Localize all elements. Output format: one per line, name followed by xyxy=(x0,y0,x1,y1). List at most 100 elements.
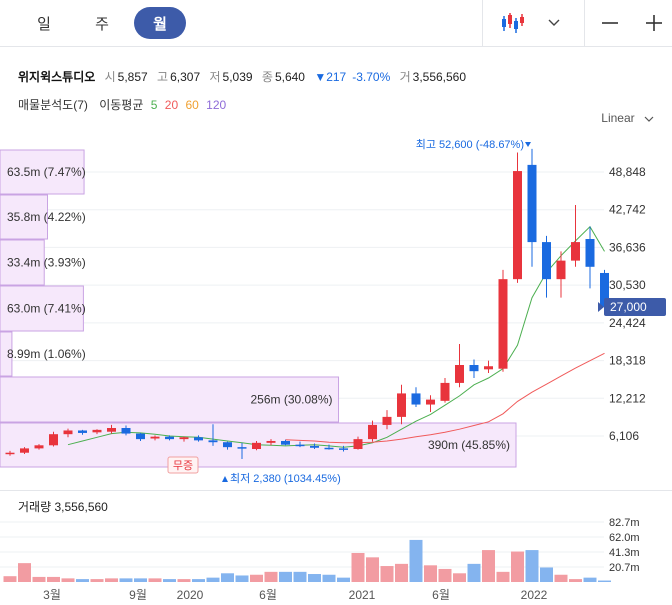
candle-body xyxy=(121,428,131,434)
volume-bar xyxy=(438,568,452,582)
x-axis-label: 2020 xyxy=(177,588,204,602)
x-axis-label: 2022 xyxy=(521,588,548,602)
volume-profile-toggle[interactable]: 매물분석도(7) xyxy=(18,98,88,112)
last-price-pointer xyxy=(598,301,604,312)
volume-profile-label: 63.0m (7.41%) xyxy=(7,302,86,316)
high-value: 6,307 xyxy=(170,70,201,84)
candle-body xyxy=(281,440,290,445)
low-value: 5,039 xyxy=(222,70,253,84)
volume-bar xyxy=(583,577,597,582)
tab-weekly[interactable]: 주 xyxy=(95,15,109,33)
ma20-line xyxy=(285,352,605,444)
candle-body xyxy=(63,430,73,435)
plus-icon[interactable] xyxy=(640,6,668,40)
panel-divider xyxy=(0,490,672,491)
volume-bar xyxy=(18,563,31,582)
volume-profile-label: 256m (30.08%) xyxy=(250,393,332,407)
event-label: 무증 xyxy=(173,460,193,472)
volume-profile-bar xyxy=(0,331,13,377)
volume-profile-bar xyxy=(0,239,45,286)
volume-bar xyxy=(380,566,394,582)
chart-toolbar: 일 주 월 xyxy=(0,0,672,47)
last-price-tag xyxy=(604,297,666,316)
open-value: 5,857 xyxy=(117,70,148,84)
y-tick-label: 12,212 xyxy=(609,391,646,405)
y-tick-label: 6,106 xyxy=(609,429,639,443)
volume-bar xyxy=(47,576,60,582)
period-tabs: 일 주 월 xyxy=(18,7,186,39)
candle-body xyxy=(34,445,44,449)
scale-mode-selector[interactable]: Linear xyxy=(601,111,654,125)
volume-bar xyxy=(424,565,437,582)
chevron-down-icon[interactable] xyxy=(544,6,564,40)
candle-body xyxy=(426,399,435,405)
candle-body xyxy=(92,429,102,433)
volume-bar xyxy=(76,579,89,582)
volume-bar xyxy=(32,576,46,582)
candle-body xyxy=(353,439,363,450)
volume-bar xyxy=(264,571,278,582)
volume-panel-label: 거래량 3,556,560 xyxy=(18,500,108,514)
candle-body xyxy=(455,365,464,383)
volume-profile-bar xyxy=(0,149,85,195)
candle-body xyxy=(136,433,145,440)
candle-body xyxy=(194,437,203,441)
volume-chart[interactable]: 82.7m 62.0m 41.3m 20.7m 3월 9월 2020 6월 2021 6월 202… xyxy=(0,490,672,605)
ma60-label: 60 xyxy=(185,98,199,112)
toolbar-divider xyxy=(584,0,585,46)
candle-body xyxy=(295,444,305,447)
volume-bar xyxy=(453,573,466,582)
change-percent: -3.70% xyxy=(352,70,391,84)
volume-bar xyxy=(395,563,408,582)
high-label: 고 xyxy=(157,70,169,84)
price-chart[interactable]: 63.5m (7.47%) 35.8m (4.22%) 33.4m (3.93%) 6… xyxy=(0,125,672,490)
volume-bar xyxy=(525,550,539,582)
event-badge xyxy=(167,456,199,474)
minus-icon[interactable] xyxy=(596,6,624,40)
stock-quote-row: 위지윅스튜디오 시 5,857 고 6,307 저 5,039 종 5,640 ▼217… xyxy=(18,68,472,85)
y-tick-label: 24,424 xyxy=(609,316,646,330)
indicator-row: 매물분석도(7) 이동평균 5 20 60 120 xyxy=(18,96,230,113)
y-tick-label: 36,636 xyxy=(609,240,646,254)
candle-body xyxy=(179,437,189,440)
last-price-label: 27,000 xyxy=(610,300,647,314)
candlestick-icon[interactable] xyxy=(496,6,532,40)
close-value: 5,640 xyxy=(274,70,305,84)
volume-bar xyxy=(293,571,307,582)
candle-body xyxy=(20,448,29,453)
y-tick-label: 18,318 xyxy=(609,354,646,368)
candle-body xyxy=(411,393,421,405)
candle-body xyxy=(484,366,493,370)
volume-bar xyxy=(90,579,104,582)
x-axis-label: 6월 xyxy=(259,588,277,602)
volume-tick-label: 82.7m xyxy=(609,517,640,529)
volume-bar xyxy=(177,579,191,582)
volume-bar xyxy=(554,574,568,582)
volume-profile-label: 8.99m (1.06%) xyxy=(7,347,86,361)
x-axis-label: 9월 xyxy=(129,588,147,602)
low-marker-label: 최저 2,380 (1034.45%) xyxy=(230,472,341,485)
volume-bar xyxy=(409,539,423,582)
candle-body xyxy=(5,452,15,455)
candle-body xyxy=(571,242,580,261)
candle-body xyxy=(585,239,595,267)
toolbar-divider xyxy=(482,0,483,46)
moving-average-label[interactable]: 이동평균 xyxy=(99,98,144,112)
volume-bar xyxy=(308,574,321,582)
candle-body xyxy=(556,260,566,280)
tab-daily[interactable]: 일 xyxy=(37,15,51,33)
ma5-label: 5 xyxy=(150,98,158,112)
volume-bar xyxy=(337,577,350,582)
candle-body xyxy=(223,442,232,448)
candle-body xyxy=(542,242,551,280)
volume-bar xyxy=(163,579,176,582)
candle-body xyxy=(600,272,609,307)
candle-body xyxy=(339,448,348,450)
tab-monthly[interactable]: 월 xyxy=(134,7,186,39)
candle-body xyxy=(440,382,450,401)
volume-bar xyxy=(279,571,292,582)
volume-profile-label: 35.8m (4.22%) xyxy=(7,210,86,224)
candle-body xyxy=(107,428,116,432)
volume-bar xyxy=(496,571,510,582)
candle-body xyxy=(527,164,537,243)
